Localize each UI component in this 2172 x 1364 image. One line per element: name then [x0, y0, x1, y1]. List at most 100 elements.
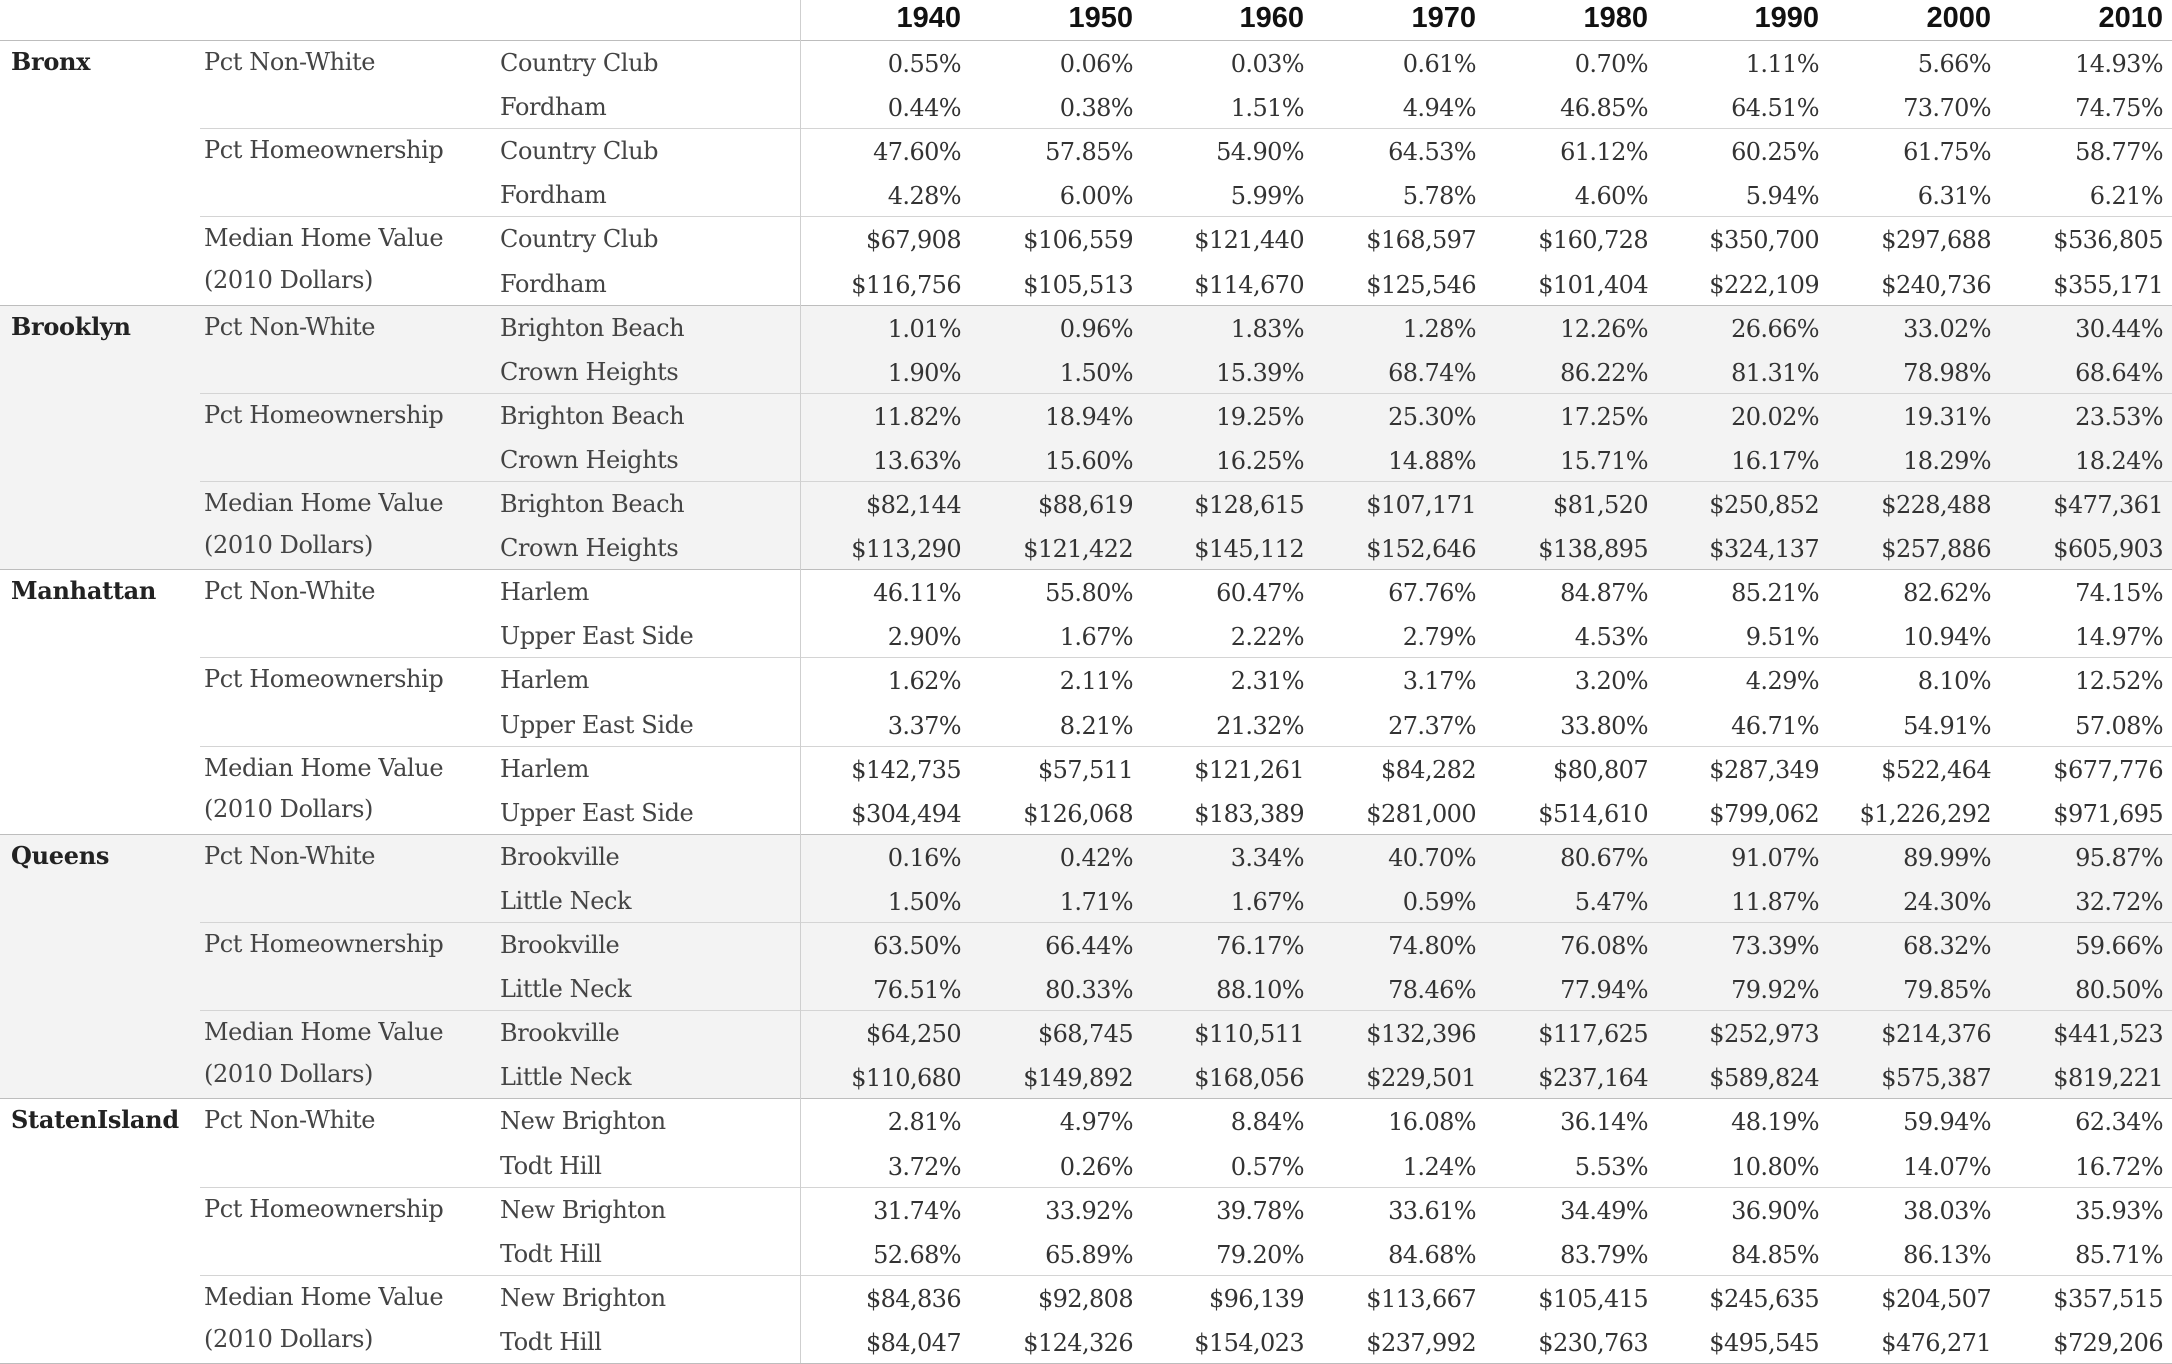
- table-cell-value: 8.10%: [1917, 667, 1992, 696]
- table-cell-value: $245,635: [1709, 1284, 1819, 1313]
- table-cell-value: 46.11%: [873, 579, 962, 608]
- metric-rule: [200, 745, 2172, 747]
- table-cell-value: 2.31%: [1230, 667, 1305, 696]
- table-cell-value: $476,271: [1881, 1328, 1991, 1357]
- table-cell-value: $105,415: [1538, 1284, 1648, 1313]
- table-cell-value: 31.74%: [873, 1196, 962, 1225]
- metric-label: Median Home Value: [204, 753, 444, 782]
- table-cell-value: $441,523: [2053, 1020, 2163, 1049]
- table-cell-value: 76.08%: [1560, 932, 1649, 960]
- table-cell-value: $355,171: [2053, 270, 2163, 299]
- table-cell-value: 11.87%: [1731, 887, 1820, 916]
- table-cell-value: 16.25%: [1216, 446, 1305, 475]
- table-cell-value: $281,000: [1366, 799, 1476, 828]
- table-cell-value: 84.85%: [1731, 1240, 1820, 1269]
- table-cell-value: 47.60%: [873, 138, 962, 167]
- table-cell-value: $128,615: [1194, 491, 1304, 519]
- table-cell-value: 64.53%: [1388, 138, 1477, 167]
- table-cell-value: $168,597: [1366, 226, 1476, 255]
- table-cell-value: 36.14%: [1560, 1108, 1649, 1137]
- table-cell-value: 0.26%: [1059, 1152, 1134, 1181]
- table-cell-value: $222,109: [1709, 270, 1819, 299]
- table-cell-value: $125,546: [1366, 270, 1476, 299]
- table-cell-value: 1.71%: [1059, 887, 1134, 916]
- table-cell-value: $110,511: [1194, 1020, 1304, 1049]
- table-cell-value: $575,387: [1881, 1064, 1991, 1093]
- table-cell-value: 84.68%: [1388, 1240, 1477, 1269]
- table-cell-value: 36.90%: [1731, 1196, 1820, 1225]
- year-header: 2010: [2098, 2, 2163, 34]
- table-cell-value: 68.74%: [1388, 358, 1477, 387]
- table-cell-value: $214,376: [1881, 1020, 1991, 1049]
- table-cell-value: 1.90%: [887, 358, 962, 387]
- metric-label: (2010 Dollars): [204, 795, 373, 824]
- metric-rule: [200, 922, 2172, 923]
- table-cell-value: $84,282: [1380, 755, 1477, 784]
- neighborhood-label: Fordham: [500, 93, 607, 122]
- table-cell-value: 5.99%: [1230, 182, 1305, 211]
- table-cell-value: 3.17%: [1402, 667, 1477, 696]
- table-cell-value: $229,501: [1366, 1064, 1476, 1093]
- neighborhood-label: Little Neck: [500, 886, 632, 915]
- table-cell-value: 84.87%: [1560, 579, 1649, 608]
- metric-label: (2010 Dollars): [204, 1060, 373, 1089]
- table-cell-value: 15.60%: [1045, 446, 1134, 475]
- table-cell-value: $106,559: [1023, 226, 1133, 255]
- borough-group: [0, 304, 2172, 570]
- neighborhood-label: Little Neck: [500, 1063, 632, 1092]
- table-cell-value: 6.21%: [2089, 182, 2164, 211]
- table-cell-value: 8.84%: [1230, 1108, 1305, 1137]
- neighborhood-label: Crown Heights: [500, 357, 679, 386]
- metric-rule: [200, 392, 2172, 394]
- table-cell-value: 8.21%: [1059, 711, 1134, 740]
- table-cell-value: 1.11%: [1745, 50, 1820, 78]
- table-cell-value: $107,171: [1366, 491, 1476, 519]
- table-cell-value: $357,515: [2053, 1284, 2163, 1313]
- table-cell-value: 5.78%: [1402, 182, 1477, 211]
- table-cell-value: $237,992: [1366, 1328, 1476, 1357]
- neighborhood-label: Fordham: [500, 269, 607, 298]
- table-cell-value: $495,545: [1709, 1328, 1819, 1357]
- table-cell-value: 86.13%: [1903, 1240, 1992, 1269]
- table-cell-value: $204,507: [1881, 1284, 1991, 1313]
- table-cell-value: 73.39%: [1731, 932, 1820, 960]
- neighborhood-label: Harlem: [500, 754, 589, 783]
- table-cell-value: 14.97%: [2075, 623, 2164, 652]
- metric-label: Pct Homeownership: [204, 400, 444, 429]
- table-cell-value: 85.21%: [1731, 579, 1820, 608]
- table-cell-value: $257,886: [1881, 535, 1991, 564]
- table-cell-value: 35.93%: [2075, 1196, 2164, 1225]
- table-cell-value: $145,112: [1194, 535, 1304, 564]
- table-cell-value: 68.64%: [2075, 358, 2164, 387]
- table-cell-value: 1.50%: [1059, 358, 1134, 387]
- table-cell-value: 25.30%: [1388, 402, 1477, 431]
- table-cell-value: 77.94%: [1560, 976, 1649, 1005]
- metric-label: Pct Homeownership: [204, 136, 444, 165]
- table-cell-value: 2.90%: [887, 623, 962, 652]
- table-cell-value: 26.66%: [1731, 314, 1820, 343]
- table-cell-value: $57,511: [1037, 755, 1134, 784]
- table-cell-value: $729,206: [2053, 1328, 2163, 1357]
- metric-rule: [200, 128, 2172, 130]
- neighborhood-label: Harlem: [500, 578, 589, 607]
- table-cell-value: 57.85%: [1045, 138, 1134, 167]
- table-cell-value: 18.94%: [1045, 402, 1134, 431]
- table-cell-value: $67,908: [865, 226, 962, 255]
- table-cell-value: 33.92%: [1045, 1196, 1134, 1225]
- table-cell-value: 88.10%: [1216, 976, 1305, 1005]
- table-cell-value: 12.26%: [1560, 314, 1649, 343]
- table-cell-value: 11.82%: [873, 402, 962, 431]
- table-cell-value: 0.06%: [1059, 50, 1134, 78]
- neighborhood-label: Brookville: [500, 842, 620, 871]
- table-cell-value: 1.67%: [1230, 887, 1305, 916]
- table-cell-value: 32.72%: [2075, 887, 2164, 916]
- table-cell-value: 58.77%: [2075, 138, 2164, 167]
- table-cell-value: $113,667: [1366, 1284, 1476, 1313]
- table-cell-value: 1.24%: [1402, 1152, 1477, 1181]
- table-cell-value: $589,824: [1709, 1064, 1819, 1093]
- table-cell-value: $113,290: [851, 535, 961, 564]
- neighborhood-label: Todt Hill: [500, 1327, 602, 1356]
- table-cell-value: $168,056: [1194, 1064, 1304, 1093]
- table-cell-value: 19.25%: [1216, 402, 1305, 431]
- table-cell-value: $230,763: [1538, 1328, 1648, 1357]
